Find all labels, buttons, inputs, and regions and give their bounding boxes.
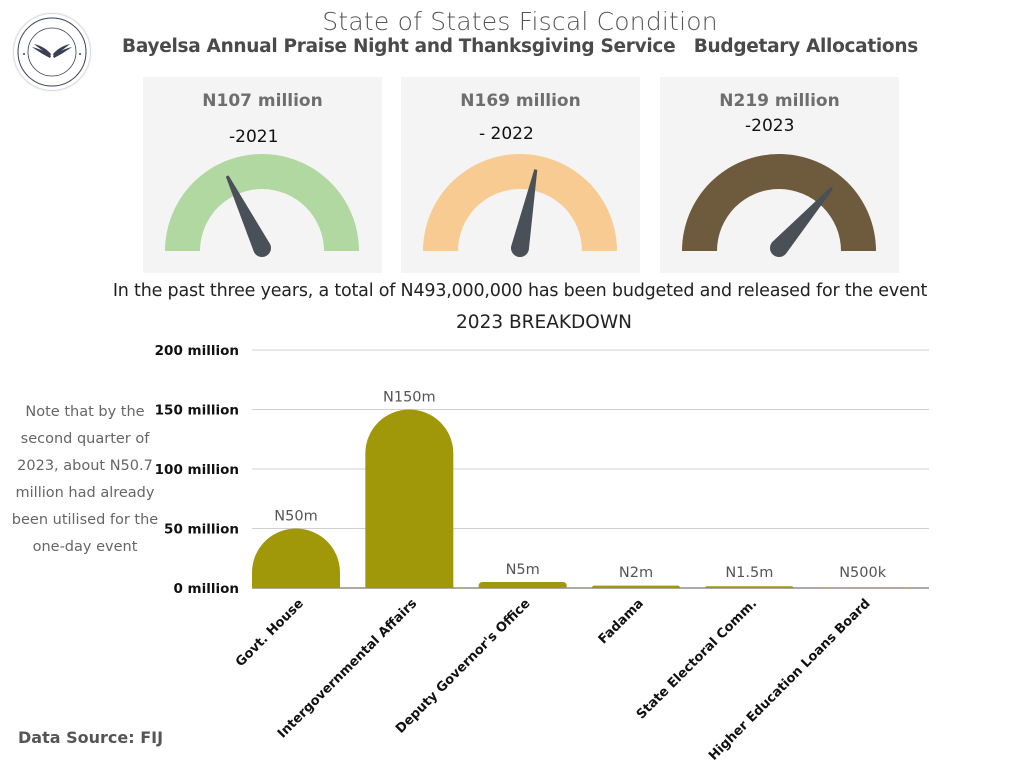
- gauge-year: - 2022: [479, 124, 534, 144]
- y-tick-label: 50 million: [164, 522, 239, 538]
- x-tick-label: Govt. House: [233, 596, 307, 670]
- gauge-needle: [770, 186, 834, 257]
- data-label: N1.5m: [725, 565, 773, 581]
- data-label: N50m: [274, 509, 317, 525]
- data-label: N5m: [506, 562, 540, 578]
- gauge-arc: [682, 154, 876, 251]
- gauge-2023: [682, 154, 876, 257]
- organization-logo: [13, 13, 91, 91]
- gauge-needle: [511, 169, 538, 257]
- gauge-year: -2021: [229, 127, 279, 147]
- data-label: N2m: [619, 565, 653, 581]
- data-source: Data Source: FIJ: [18, 728, 164, 747]
- gauge-amount: N107 million: [202, 91, 323, 111]
- x-tick-label: State Electoral Comm.: [634, 596, 760, 722]
- data-label: N500k: [839, 565, 887, 581]
- summary-text: In the past three years, a total of N493…: [112, 281, 928, 301]
- x-tick-label: Fadama: [596, 596, 647, 647]
- gauge-arc: [423, 154, 617, 251]
- data-labels: N50m N150m N5m N2m N1.5m N500k: [274, 390, 886, 582]
- gauge-amount: N169 million: [460, 91, 581, 111]
- gauge-needle: [225, 175, 272, 258]
- gauge-amount: N219 million: [719, 91, 840, 111]
- side-note: Note that by the second quarter of 2023,…: [11, 404, 159, 555]
- gauge-2021: [165, 154, 359, 258]
- gauge-card-2023: N219 million -2023: [660, 77, 899, 273]
- y-axis-ticks: 0 million 50 million 100 million 150 millio…: [155, 343, 239, 597]
- page-title: State of States Fiscal Condition: [322, 7, 718, 36]
- bar: [365, 409, 454, 588]
- x-tick-label: Deputy Governor's Office: [393, 596, 534, 737]
- bar: [705, 586, 794, 588]
- gauge-2022: [423, 154, 617, 257]
- y-tick-label: 0 million: [173, 581, 239, 597]
- gridlines: [252, 349, 929, 589]
- seal-wings-icon: [17, 17, 87, 87]
- y-tick-label: 200 million: [155, 343, 239, 359]
- chart-title: 2023 BREAKDOWN: [456, 312, 632, 333]
- gauge-arc: [165, 154, 359, 251]
- gauge-year: -2023: [745, 116, 795, 136]
- bar: [252, 528, 340, 588]
- page-subtitle: Bayelsa Annual Praise Night and Thanksgi…: [122, 36, 918, 57]
- bars: [252, 409, 907, 588]
- bar: [592, 585, 680, 588]
- gauge-card-2021: N107 million -2021: [143, 77, 382, 273]
- gauge-card-2022: N169 million - 2022: [401, 77, 640, 273]
- data-label: N150m: [383, 390, 436, 406]
- y-tick-label: 100 million: [155, 462, 239, 478]
- bar: [818, 587, 907, 588]
- bar: [478, 582, 567, 588]
- y-tick-label: 150 million: [155, 403, 239, 419]
